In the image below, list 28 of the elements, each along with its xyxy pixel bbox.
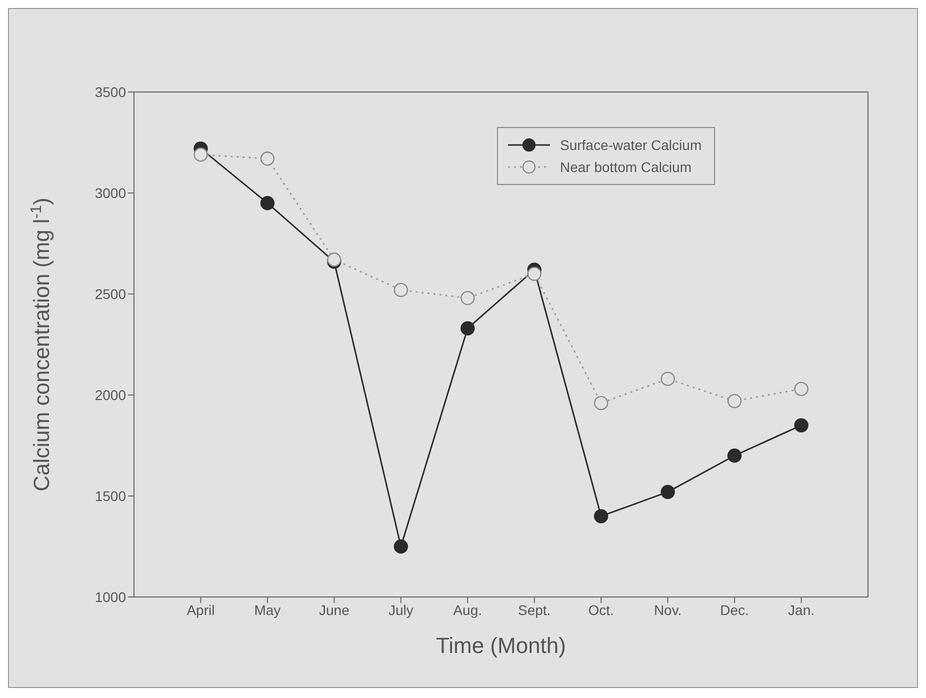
x-tick-label: Oct. [588,602,614,618]
point [794,418,808,432]
legend-label: Near bottom Calcium [560,159,692,175]
x-tick-label: Nov. [654,602,682,618]
x-tick-label: Aug. [453,602,482,618]
y-tick-label: 2000 [94,386,126,403]
y-tick-label: 1500 [94,488,126,504]
x-tick-label: July [388,602,414,618]
legend-label: Surface-water Calcium [560,137,702,153]
point [727,448,742,463]
x-tick-label: May [254,602,281,618]
point [194,148,208,162]
y-tick-label: 2500 [94,286,126,302]
x-tick-label: Sept. [518,602,551,618]
point [660,484,675,500]
x-tick-label: April [186,602,215,618]
y-tick-label: 1000 [94,588,126,605]
point [460,321,475,336]
x-axis-title: Time (Month) [436,633,566,658]
x-tick-label: June [319,602,350,618]
point [260,196,275,210]
y-tick-label: 3500 [94,84,126,100]
y-tick-label: 3000 [94,184,126,201]
point [394,539,408,554]
point [527,266,542,281]
point [594,509,608,524]
x-tick-label: Dec. [720,602,749,618]
x-tick-label: Jan. [788,602,815,618]
